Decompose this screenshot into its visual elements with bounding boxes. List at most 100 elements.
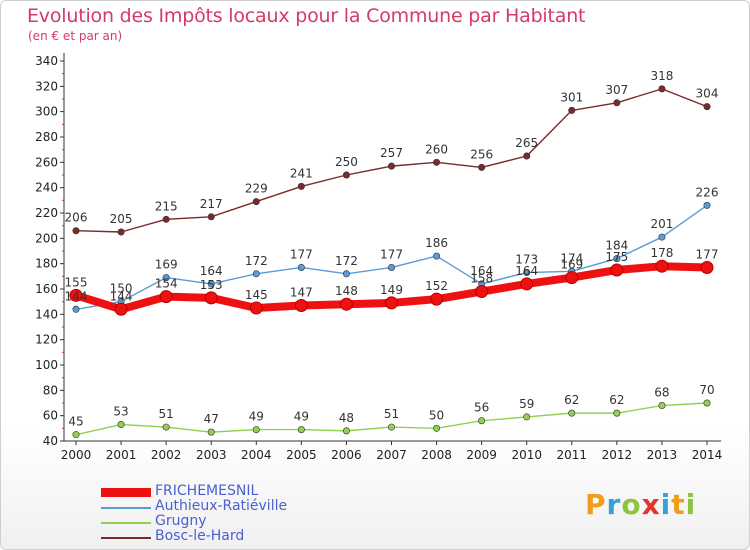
data-label: 149 — [380, 283, 403, 297]
data-label: 49 — [249, 410, 264, 424]
y-tick-label: 60 — [43, 409, 58, 423]
data-label: 148 — [335, 284, 358, 298]
x-tick-label: 2001 — [106, 448, 137, 462]
y-tick-label: 220 — [35, 206, 58, 220]
data-label: 226 — [696, 185, 719, 199]
data-point — [613, 255, 621, 263]
logo-letter: r — [606, 488, 622, 521]
data-label: 59 — [519, 397, 534, 411]
y-tick-label: 80 — [43, 383, 58, 397]
y-tick-label: 200 — [35, 231, 58, 245]
data-label: 186 — [425, 236, 448, 250]
x-tick-label: 2003 — [196, 448, 227, 462]
legend-label: FRICHEMESNIL — [155, 483, 259, 499]
data-label: 62 — [564, 393, 579, 407]
data-label: 304 — [696, 87, 719, 101]
series-frichemesnil — [69, 259, 714, 316]
x-tick-label: 2008 — [421, 448, 452, 462]
data-point — [207, 428, 215, 436]
data-point — [523, 269, 531, 277]
data-label: 49 — [294, 410, 309, 424]
data-label: 318 — [650, 69, 673, 83]
data-point — [387, 423, 395, 431]
data-point — [162, 215, 170, 223]
series-authieux-rati-ville — [72, 201, 711, 313]
series-grugny — [72, 399, 711, 439]
x-tick-label: 2014 — [692, 448, 723, 462]
data-label: 217 — [200, 197, 223, 211]
y-tick-label: 180 — [35, 257, 58, 271]
data-point — [162, 274, 170, 282]
data-point — [159, 290, 173, 304]
x-tick-label: 2012 — [602, 448, 633, 462]
x-tick-label: 2010 — [511, 448, 542, 462]
data-label: 164 — [470, 264, 493, 278]
data-label: 155 — [65, 275, 88, 289]
data-label: 47 — [204, 412, 219, 426]
data-label: 158 — [470, 272, 493, 286]
y-tick-label: 320 — [35, 79, 58, 93]
data-label: 265 — [515, 136, 538, 150]
data-label: 229 — [245, 182, 268, 196]
data-point — [162, 423, 170, 431]
data-label: 51 — [159, 407, 174, 421]
data-point — [385, 296, 398, 310]
legend-item: Bosc-le-Hard — [101, 528, 321, 545]
logo-letter: o — [621, 488, 642, 521]
chart-title: Evolution des Impôts locaux pour la Comm… — [27, 5, 586, 27]
data-point — [433, 424, 441, 432]
data-point — [249, 301, 263, 315]
data-label: 177 — [380, 247, 403, 261]
data-point — [72, 227, 80, 235]
logo-letter: P — [585, 488, 607, 521]
data-point — [655, 259, 669, 273]
data-point — [114, 302, 128, 316]
data-point — [387, 162, 395, 170]
logo-letter: x — [641, 488, 661, 521]
y-tick-label: 260 — [35, 155, 58, 169]
data-point — [117, 228, 125, 236]
x-tick-label: 2002 — [151, 448, 182, 462]
legend-item: Grugny — [101, 513, 321, 530]
data-point — [703, 201, 711, 209]
data-label: 205 — [110, 212, 133, 226]
data-label: 177 — [696, 247, 719, 261]
data-label: 172 — [335, 254, 358, 268]
data-point — [523, 152, 531, 160]
data-label: 201 — [650, 217, 673, 231]
data-point — [387, 263, 395, 271]
data-point — [703, 103, 711, 111]
data-point — [204, 291, 218, 305]
data-label: 174 — [560, 251, 583, 265]
y-tick-label: 300 — [35, 105, 58, 119]
data-label: 241 — [290, 166, 313, 180]
data-label: 260 — [425, 142, 448, 156]
data-label: 68 — [654, 386, 669, 400]
data-label: 184 — [605, 239, 628, 253]
data-point — [207, 280, 215, 288]
legend-swatch — [101, 507, 151, 509]
legend-swatch — [101, 537, 151, 539]
data-label: 257 — [380, 146, 403, 160]
data-label: 164 — [515, 264, 538, 278]
x-tick-label: 2000 — [61, 448, 92, 462]
data-point — [342, 270, 350, 278]
y-tick-label: 240 — [35, 181, 58, 195]
y-tick-label: 120 — [35, 333, 58, 347]
data-label: 178 — [650, 246, 673, 260]
data-label: 206 — [65, 211, 88, 225]
y-tick-label: 160 — [35, 282, 58, 296]
data-label: 169 — [560, 258, 583, 272]
data-point — [613, 409, 621, 417]
x-tick-label: 2013 — [647, 448, 678, 462]
series-bosc-le-hard — [72, 85, 711, 236]
data-point — [568, 106, 576, 114]
data-label: 53 — [113, 405, 128, 419]
data-point — [252, 426, 260, 434]
data-label: 153 — [200, 278, 223, 292]
data-label: 177 — [290, 247, 313, 261]
data-point — [69, 288, 83, 302]
data-point — [297, 426, 305, 434]
